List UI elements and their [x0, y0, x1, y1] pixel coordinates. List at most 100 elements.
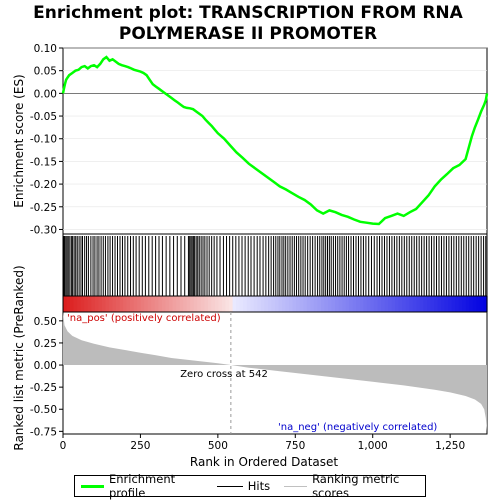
rank-x-tick-label: 500 [208, 440, 228, 452]
chart-title-line-2: POLYMERASE II PROMOTER [119, 24, 377, 44]
color-bar-segment [377, 296, 382, 312]
color-bar-segment [250, 296, 255, 312]
color-bar-segment [133, 296, 138, 312]
color-bar-segment [317, 296, 322, 312]
color-bar-segment [204, 296, 209, 312]
color-bar-segment [483, 296, 488, 312]
color-bar-segment [285, 296, 290, 312]
color-bar-segment [349, 296, 354, 312]
enrichment-profile-line [61, 55, 489, 226]
color-bar-segment [419, 296, 424, 312]
es-panel-frame [62, 47, 488, 235]
color-bar-segment [147, 296, 152, 312]
rank-y-axis-label: Ranked list metric (PreRanked) [12, 265, 26, 450]
color-bar-segment [338, 296, 343, 312]
color-bar-segment [267, 296, 273, 312]
color-bar-segment [384, 296, 389, 312]
color-bar-segment [359, 296, 364, 312]
color-bar-segment [197, 296, 202, 312]
color-bar-segment [345, 296, 350, 312]
color-bar-segment [402, 296, 407, 312]
legend-swatch-gray-line [284, 485, 308, 487]
legend-item-hits: Hits [216, 479, 271, 493]
rank-y-tick-label: -0.50 [30, 404, 57, 416]
color-bar-segment [207, 296, 212, 312]
color-bar-segment [193, 296, 198, 312]
color-bar-segment [416, 296, 421, 312]
color-bar-segment [409, 296, 414, 312]
color-bar-segment [105, 296, 110, 312]
es-y-tick-label: -0.25 [30, 202, 57, 214]
legend-label-hits: Hits [247, 479, 271, 493]
es-y-tick-label: -0.15 [30, 156, 57, 168]
color-bar-segment [426, 296, 432, 312]
color-bar-segment [296, 296, 301, 312]
color-bar-segment [236, 296, 241, 312]
es-y-tick-label: -0.20 [30, 179, 57, 191]
rank-x-tick-label: 250 [130, 440, 150, 452]
color-bar-segment [186, 296, 191, 312]
rank-x-tick-label: 1,250 [435, 440, 465, 452]
color-bar-segment [306, 296, 311, 312]
color-bar-segment [437, 296, 442, 312]
color-bar-segment [303, 296, 308, 312]
color-bar-segment [363, 296, 368, 312]
color-bar-segment [116, 296, 121, 312]
color-bar-segment [271, 296, 276, 312]
color-bar-segment [183, 296, 188, 312]
color-bar-segment [264, 296, 269, 312]
color-bar-segment [98, 296, 103, 312]
color-bar-segment [398, 296, 403, 312]
es-y-tick-label: 0.00 [34, 88, 57, 100]
color-bar-segment [282, 296, 287, 312]
color-bar-segment [70, 296, 75, 312]
color-bar-segment [225, 296, 230, 312]
color-bar-segment [130, 296, 135, 312]
color-bar-segment [299, 296, 304, 312]
color-bar-segment [126, 296, 131, 312]
color-bar-segment [246, 296, 251, 312]
color-bar-segment [434, 296, 439, 312]
color-bar-segment [260, 296, 265, 312]
color-bar-segment [391, 296, 396, 312]
color-bar-segment [448, 296, 453, 312]
rank-y-tick-label: 0.50 [34, 316, 57, 328]
color-bar-segment [101, 296, 106, 312]
color-bar-segment [232, 296, 237, 312]
color-bar-segment [430, 296, 435, 312]
hit-markers [63, 236, 487, 296]
rank-y-tick-label: 0.00 [34, 360, 57, 372]
color-bar-segment [388, 296, 393, 312]
color-bar-segment [87, 296, 92, 312]
rank-y-tick-label: 0.25 [34, 338, 57, 350]
color-bar-segment [370, 296, 375, 312]
color-bar-segment [476, 296, 481, 312]
color-bar-segment [172, 296, 177, 312]
color-bar-segment [77, 296, 82, 312]
negative-correlation-label: 'na_neg' (negatively correlated) [278, 422, 437, 433]
color-bar-segment [123, 296, 128, 312]
es-y-tick-label: -0.30 [30, 224, 57, 236]
color-bar-segment [451, 296, 456, 312]
es-y-tick-label: 0.10 [34, 43, 57, 55]
color-bar-segment [73, 296, 78, 312]
color-bar-segment [395, 296, 400, 312]
color-bar-segment [472, 296, 477, 312]
es-y-ticks: 0.10 0.05 0.00 -0.05 -0.10 -0.15 -0.20 -0.25 -0.… [30, 43, 63, 236]
color-bar-segment [412, 296, 417, 312]
color-bar-segment [179, 296, 184, 312]
color-bar-segment [328, 296, 333, 312]
color-bar-segment [444, 296, 449, 312]
chart-legend: Enrichment profile Hits Ranking metric s… [74, 472, 426, 500]
color-bar-segment [289, 296, 294, 312]
color-bar-segment [441, 296, 446, 312]
color-bar-segment [310, 296, 315, 312]
color-bar-segment [91, 296, 96, 312]
color-bar-segment [479, 296, 485, 312]
color-bar-segment [373, 296, 379, 312]
color-bar-segment [423, 296, 428, 312]
es-y-axis-label: Enrichment score (ES) [12, 74, 26, 207]
color-bar-segment [176, 296, 181, 312]
color-bar-segment [84, 296, 89, 312]
